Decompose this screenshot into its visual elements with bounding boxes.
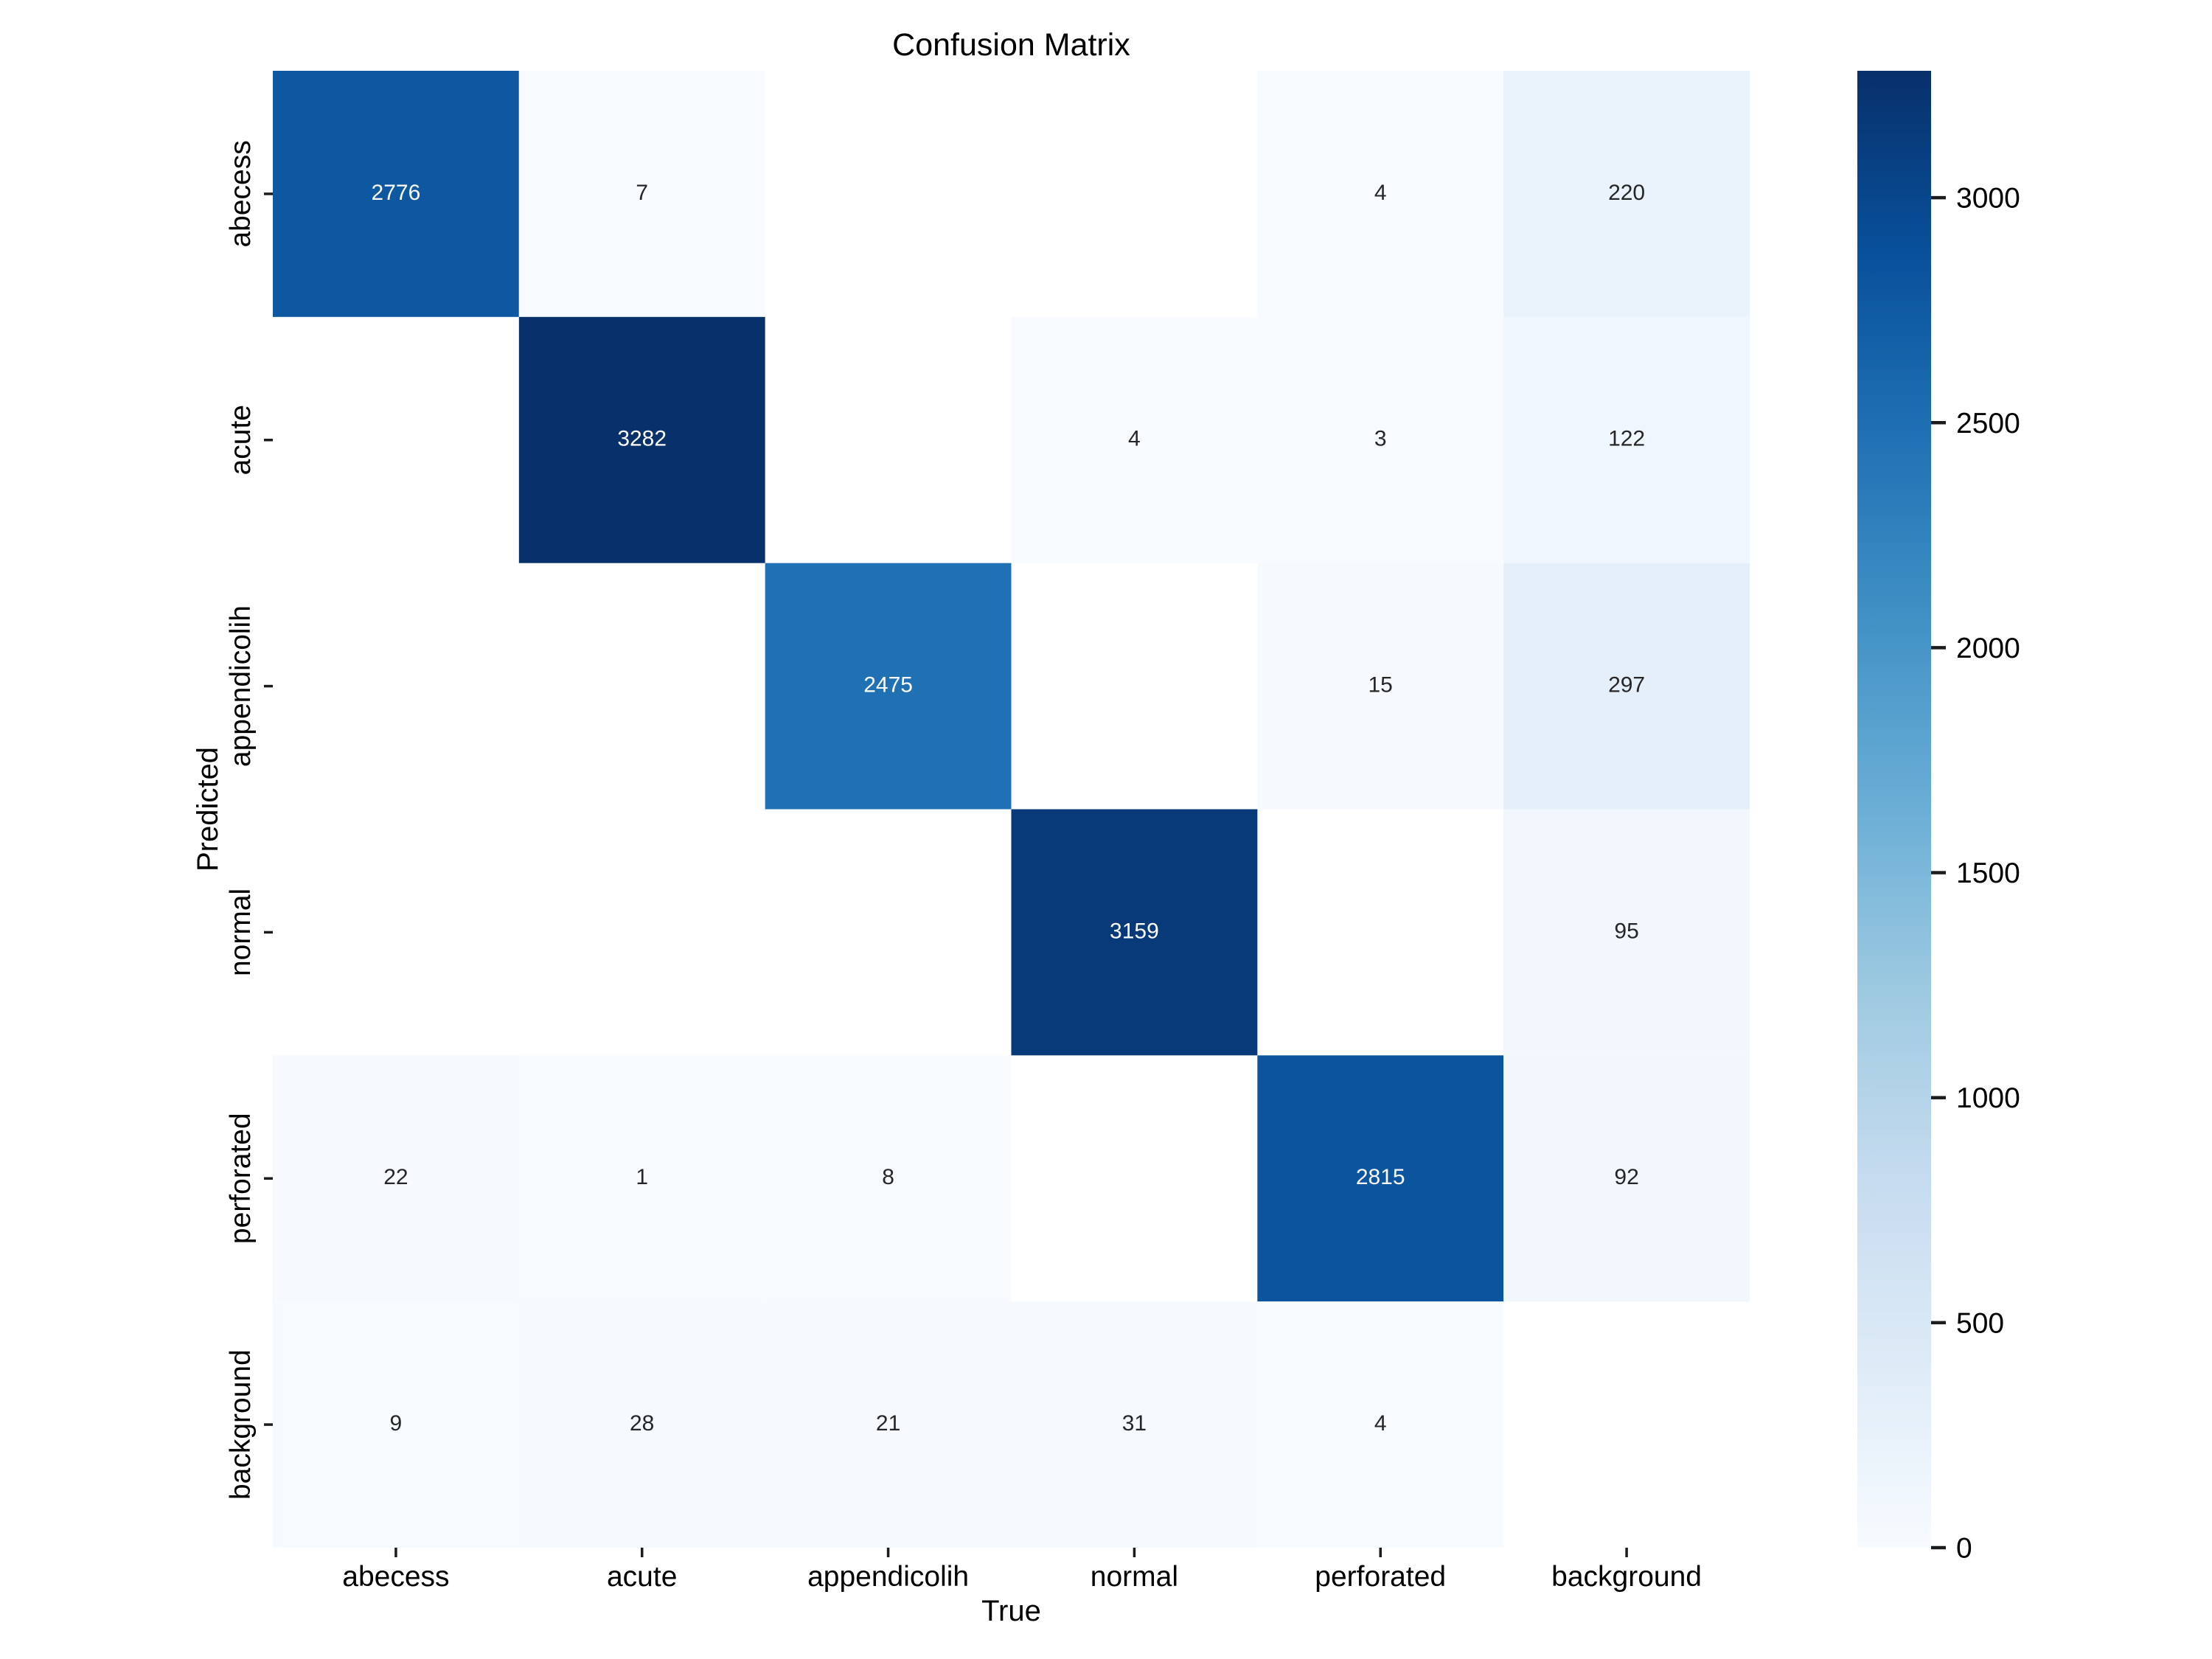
svg-text:1000: 1000 xyxy=(1956,1082,2020,1114)
svg-text:3159: 3159 xyxy=(1110,919,1159,943)
svg-text:1: 1 xyxy=(636,1165,648,1189)
svg-text:perforated: perforated xyxy=(225,1113,257,1244)
svg-text:0: 0 xyxy=(1956,1533,1972,1565)
svg-text:2776: 2776 xyxy=(372,181,421,205)
svg-text:abecess: abecess xyxy=(342,1561,449,1593)
svg-text:4: 4 xyxy=(1374,181,1387,205)
svg-text:background: background xyxy=(1551,1561,1702,1593)
svg-text:8: 8 xyxy=(882,1165,894,1189)
svg-text:Predicted: Predicted xyxy=(192,747,224,872)
svg-text:3: 3 xyxy=(1374,427,1387,451)
svg-text:3000: 3000 xyxy=(1956,183,2020,215)
svg-text:15: 15 xyxy=(1368,673,1393,698)
svg-text:2000: 2000 xyxy=(1956,633,2020,664)
svg-text:500: 500 xyxy=(1956,1307,2004,1339)
svg-text:95: 95 xyxy=(1614,919,1638,943)
svg-text:perforated: perforated xyxy=(1315,1561,1446,1593)
svg-text:background: background xyxy=(225,1349,257,1500)
svg-text:122: 122 xyxy=(1608,427,1645,451)
svg-text:acute: acute xyxy=(607,1561,677,1593)
svg-text:22: 22 xyxy=(383,1165,408,1189)
svg-text:appendicolih: appendicolih xyxy=(807,1561,969,1593)
svg-text:normal: normal xyxy=(1091,1561,1178,1593)
svg-text:4: 4 xyxy=(1128,427,1141,451)
svg-text:220: 220 xyxy=(1608,181,1645,205)
svg-text:21: 21 xyxy=(876,1411,900,1436)
svg-text:normal: normal xyxy=(225,888,257,976)
svg-text:Confusion Matrix: Confusion Matrix xyxy=(892,27,1130,63)
svg-text:9: 9 xyxy=(390,1411,403,1436)
svg-text:297: 297 xyxy=(1608,673,1645,698)
svg-text:7: 7 xyxy=(636,181,648,205)
svg-text:appendicolih: appendicolih xyxy=(225,605,257,767)
svg-text:2475: 2475 xyxy=(863,673,913,698)
svg-text:2500: 2500 xyxy=(1956,408,2020,439)
svg-text:92: 92 xyxy=(1614,1165,1638,1189)
svg-text:abecess: abecess xyxy=(225,140,257,247)
svg-text:3282: 3282 xyxy=(617,427,667,451)
svg-text:31: 31 xyxy=(1122,1411,1147,1436)
svg-text:28: 28 xyxy=(630,1411,654,1436)
svg-text:1500: 1500 xyxy=(1956,858,2020,889)
svg-text:True: True xyxy=(981,1595,1041,1627)
svg-text:2815: 2815 xyxy=(1356,1165,1405,1189)
svg-text:acute: acute xyxy=(225,405,257,475)
svg-text:4: 4 xyxy=(1374,1411,1387,1436)
